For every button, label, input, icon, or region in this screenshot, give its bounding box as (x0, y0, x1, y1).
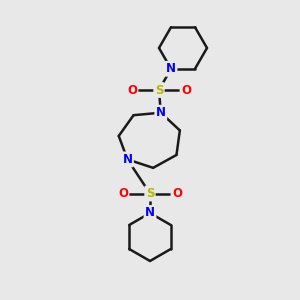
Text: S: S (146, 187, 154, 200)
Text: N: N (145, 206, 155, 220)
Text: O: O (118, 187, 128, 200)
Text: O: O (172, 187, 182, 200)
Text: N: N (122, 153, 133, 166)
Text: O: O (127, 83, 137, 97)
Text: N: N (166, 62, 176, 75)
Text: O: O (181, 83, 191, 97)
Text: S: S (155, 83, 163, 97)
Text: N: N (156, 106, 166, 119)
